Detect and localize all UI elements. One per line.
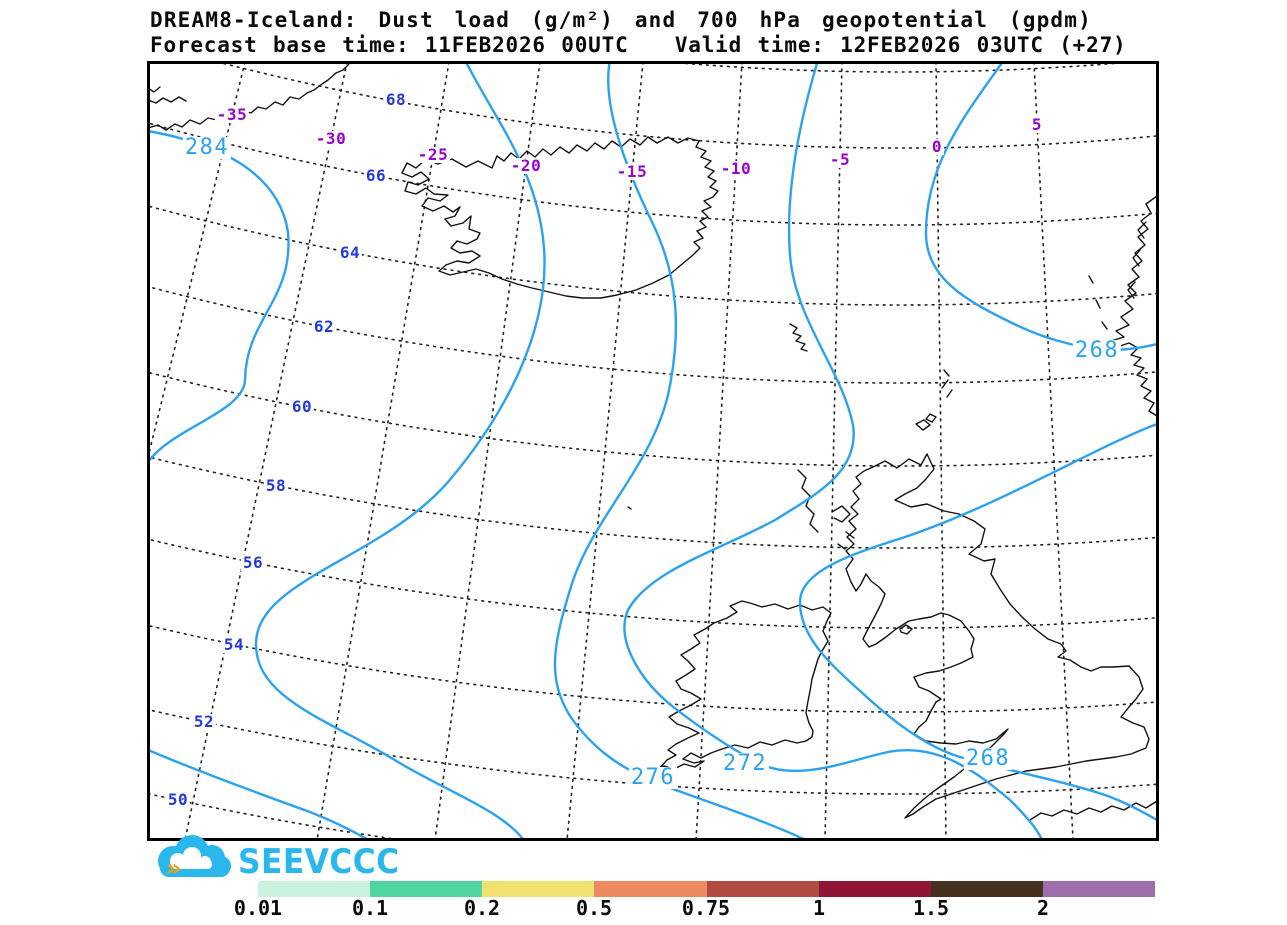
contour-284 (150, 130, 290, 462)
colorbar-segment (706, 881, 819, 897)
logo-chevrons-icon: » (166, 854, 182, 882)
coast-greenland (150, 64, 350, 131)
colorbar-tick-label: 0.1 (351, 896, 389, 920)
colorbar-tick-label: 0.75 (681, 896, 731, 920)
lon-label: -20 (508, 156, 544, 175)
lat-label: 60 (289, 397, 315, 416)
coast-ireland (656, 600, 832, 772)
coast-faroe (789, 323, 808, 352)
map-border (147, 61, 1159, 841)
colorbar-segment (594, 881, 707, 897)
contour-268-norway (924, 64, 1156, 352)
coastlines (150, 64, 1156, 821)
colorbar-tick-label: 1.5 (912, 896, 950, 920)
lat-label: 56 (240, 553, 266, 572)
coast-rockall (627, 506, 632, 510)
colorbar-tick-label: 0.5 (575, 896, 613, 920)
lon-label: -25 (415, 145, 451, 164)
lat-label: 50 (165, 790, 191, 809)
coast-orkney (915, 413, 937, 431)
lon-label: -30 (313, 129, 349, 148)
contour-276 (553, 64, 805, 838)
lat-label: 68 (383, 90, 409, 109)
lat-label: 58 (263, 476, 289, 495)
seevccc-logo-text: SEEVCCC (238, 842, 400, 882)
figure-title: DREAM8-Iceland: Dust load (g/m²) and 700… (150, 8, 1092, 32)
lat-label: 66 (363, 166, 389, 185)
coast-great-britain (845, 453, 1150, 819)
coast-norway (1110, 195, 1156, 417)
colorbar-tick-label: 2 (1036, 896, 1050, 920)
figure-subtitle-times: Forecast base time: 11FEB2026 00UTC Vali… (150, 33, 1127, 57)
lon-label: -10 (718, 159, 754, 178)
contour-label-284: 284 (182, 135, 232, 160)
geopotential-contours (150, 64, 1156, 838)
lat-label: 54 (221, 635, 247, 654)
coast-shetland (941, 369, 953, 398)
coast-iceland (401, 136, 719, 299)
coast-france (1029, 800, 1156, 821)
colorbar-tick-label: 0.01 (233, 896, 283, 920)
contour-label-268: 268 (963, 746, 1013, 771)
contour-label-276: 276 (628, 765, 678, 790)
colorbar-tick-label: 0.2 (463, 896, 501, 920)
lon-label: 0 (929, 137, 945, 156)
lat-label: 52 (191, 712, 217, 731)
contour-284-south (150, 749, 368, 838)
seevccc-logo-icon: » (158, 835, 231, 882)
coast-hebrides (797, 469, 855, 550)
lon-label: -15 (614, 162, 650, 181)
colorbar-segment (482, 881, 595, 897)
contour-280 (254, 64, 546, 838)
lon-label: -35 (214, 105, 250, 124)
colorbar-segment (818, 881, 931, 897)
colorbar-segment (1042, 881, 1155, 897)
coast-isle-of-man (899, 624, 913, 635)
coast-norway-fjords (1088, 221, 1147, 330)
contour-272 (623, 64, 1043, 838)
contour-label-272: 272 (720, 751, 770, 776)
coast-greenland-islets (150, 86, 187, 104)
lat-label: 64 (337, 243, 363, 262)
dust-load-colorbar (258, 881, 1155, 897)
graticule-grid (150, 64, 1156, 838)
lon-label: 5 (1029, 115, 1045, 134)
colorbar-segment (930, 881, 1043, 897)
lon-label: -5 (827, 150, 853, 169)
colorbar-segment (370, 881, 483, 897)
lat-label: 62 (311, 317, 337, 336)
colorbar-tick-label: 1 (812, 896, 826, 920)
contour-label-268-norway: 268 (1072, 338, 1122, 363)
colorbar-segment (258, 881, 371, 897)
contour-268-south (798, 423, 1156, 821)
